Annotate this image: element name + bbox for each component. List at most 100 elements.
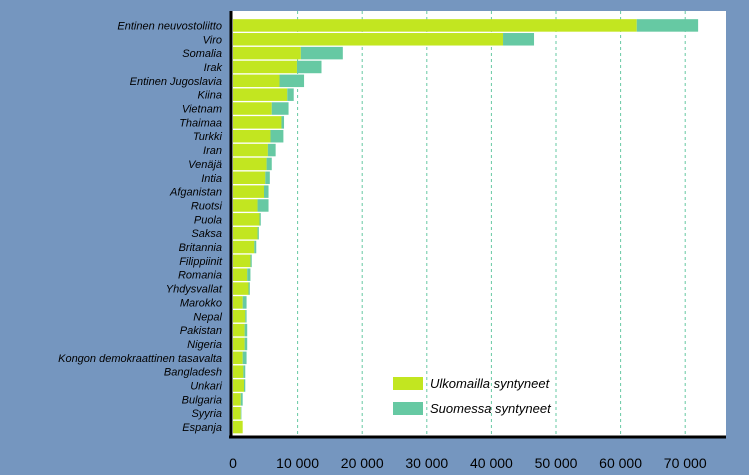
bar-segment-finland xyxy=(244,337,248,351)
category-label: Turkki xyxy=(193,131,223,143)
x-tick-label: 10 000 xyxy=(276,455,319,471)
bar-segment-finland xyxy=(248,282,250,295)
bar-segment-abroad xyxy=(233,379,244,392)
bar-segment-finland xyxy=(242,296,247,309)
bar-segment-abroad xyxy=(233,213,260,226)
bar-segment-finland xyxy=(636,19,699,32)
bar-segment-finland xyxy=(266,157,272,171)
bars xyxy=(233,19,699,434)
category-label: Filippiinit xyxy=(179,256,223,268)
bar-segment-abroad xyxy=(233,19,637,32)
bar-segment-finland xyxy=(242,351,247,365)
bar-segment-finland xyxy=(247,268,251,281)
bar-segment-abroad xyxy=(233,337,245,351)
bar-segment-abroad xyxy=(233,116,282,129)
bar-segment-abroad xyxy=(233,393,241,406)
category-label: Venäjä xyxy=(188,159,222,171)
bar-segment-finland xyxy=(243,365,246,378)
bar-segment-abroad xyxy=(233,102,272,115)
category-label: Kongon demokraattinen tasavalta xyxy=(58,353,222,365)
category-labels: Entinen neuvostoliitto Viro Somalia Irak Ent… xyxy=(58,20,223,434)
bar-segment-finland xyxy=(267,143,276,157)
category-label: Kiina xyxy=(198,90,222,102)
bar-segment-finland xyxy=(254,240,257,254)
category-label: Thaimaa xyxy=(179,117,222,129)
bar-segment-abroad xyxy=(233,185,265,198)
bar-segment-abroad xyxy=(233,157,267,171)
category-label: Saksa xyxy=(191,228,222,240)
bar-segment-finland xyxy=(300,46,343,60)
category-label: Puola xyxy=(194,214,222,226)
category-label: Romania xyxy=(178,270,222,282)
x-tick-label: 50 000 xyxy=(535,455,578,471)
bar-segment-abroad xyxy=(233,296,243,309)
category-label: Yhdysvallat xyxy=(166,284,223,296)
plot-area xyxy=(231,11,726,436)
legend-label-abroad: Ulkomailla syntyneet xyxy=(430,376,551,391)
category-label: Somalia xyxy=(182,48,222,60)
x-tick-label: 70 000 xyxy=(664,455,707,471)
bar-segment-abroad xyxy=(233,240,255,254)
bar-segment-abroad xyxy=(233,254,251,268)
category-label: Irak xyxy=(204,62,223,74)
bar-segment-finland xyxy=(257,199,269,212)
bar-segment-abroad xyxy=(233,74,280,88)
x-tick-label: 20 000 xyxy=(341,455,384,471)
category-label: Ruotsi xyxy=(191,200,223,212)
bar-segment-abroad xyxy=(233,406,241,420)
bar-segment-finland xyxy=(259,213,261,226)
bar-segment-abroad xyxy=(233,268,248,281)
bar-segment-abroad xyxy=(233,420,243,434)
category-label: Unkari xyxy=(190,381,222,393)
category-label: Iran xyxy=(203,145,222,157)
bar-segment-finland xyxy=(503,33,535,46)
bar-segment-abroad xyxy=(233,46,301,60)
bar-segment-abroad xyxy=(233,310,246,323)
bar-segment-finland xyxy=(279,74,305,88)
bar-segment-finland xyxy=(245,310,247,323)
category-label: Espanja xyxy=(182,422,222,434)
category-label: Afganistan xyxy=(169,187,222,199)
bar-segment-abroad xyxy=(233,88,288,101)
category-label: Bulgaria xyxy=(182,394,222,406)
x-tick-label: 30 000 xyxy=(405,455,448,471)
bar-segment-finland xyxy=(270,129,284,143)
bar-segment-abroad xyxy=(233,143,268,157)
category-label: Viro xyxy=(203,34,222,46)
legend-swatch-finland xyxy=(393,402,423,415)
bar-segment-abroad xyxy=(233,171,266,185)
bar-segment-finland xyxy=(257,226,259,240)
bar-segment-finland xyxy=(281,116,285,129)
category-label: Britannia xyxy=(179,242,222,254)
bar-segment-abroad xyxy=(233,129,271,143)
category-label: Pakistan xyxy=(180,325,222,337)
category-label: Vietnam xyxy=(182,104,222,116)
bar-segment-abroad xyxy=(233,199,258,212)
bar-segment-abroad xyxy=(233,351,243,365)
x-tick-label: 60 000 xyxy=(599,455,642,471)
category-label: Intia xyxy=(201,173,222,185)
category-label: Nigeria xyxy=(187,339,222,351)
bar-segment-abroad xyxy=(233,365,244,378)
bar-segment-finland xyxy=(250,254,252,268)
bar-segment-finland xyxy=(244,323,248,337)
bar-segment-abroad xyxy=(233,282,249,295)
bar-segment-abroad xyxy=(233,226,258,240)
bar-segment-finland xyxy=(271,102,289,115)
bar-segment-abroad xyxy=(233,323,245,337)
legend-label-finland: Suomessa syntyneet xyxy=(430,401,552,416)
x-tick-labels: 0 10 000 20 000 30 000 40 000 50 000 60 000 70 … xyxy=(229,455,707,471)
category-label: Bangladesh xyxy=(164,367,222,379)
category-label: Syyria xyxy=(191,408,222,420)
category-label: Marokko xyxy=(180,297,222,309)
x-tick-label: 40 000 xyxy=(470,455,513,471)
category-label: Entinen Jugoslavia xyxy=(130,76,222,88)
bar-segment-abroad xyxy=(233,33,504,46)
bar-segment-abroad xyxy=(233,60,297,74)
bar-segment-finland xyxy=(240,406,242,420)
bar-segment-finland xyxy=(296,60,322,74)
bar-segment-finland xyxy=(287,88,294,101)
category-label: Nepal xyxy=(193,311,222,323)
